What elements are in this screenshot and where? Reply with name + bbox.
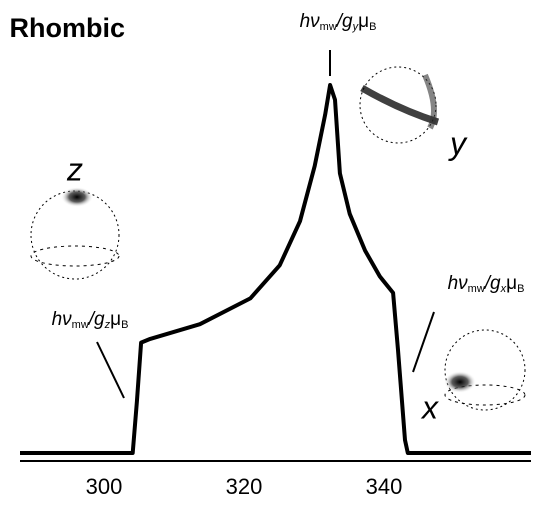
x-tick-label: 300	[86, 474, 123, 499]
annotation: hνmw/gyμB	[300, 11, 377, 33]
sphere-label: x	[420, 389, 439, 425]
x-tick-label: 320	[226, 474, 263, 499]
sphere-y	[359, 66, 440, 144]
annotation: hνmw/gzμB	[52, 309, 129, 331]
sphere-z	[30, 187, 120, 280]
x-tick-label: 340	[366, 474, 403, 499]
annotation: hνmw/gxμB	[448, 273, 525, 295]
chart-title: Rhombic	[9, 13, 125, 43]
sphere-x	[444, 329, 526, 411]
sphere-label: y	[448, 125, 468, 161]
pointer	[412, 311, 435, 373]
pointer	[96, 341, 125, 399]
sphere-label: z	[66, 151, 83, 187]
spectrum-line	[20, 83, 531, 455]
